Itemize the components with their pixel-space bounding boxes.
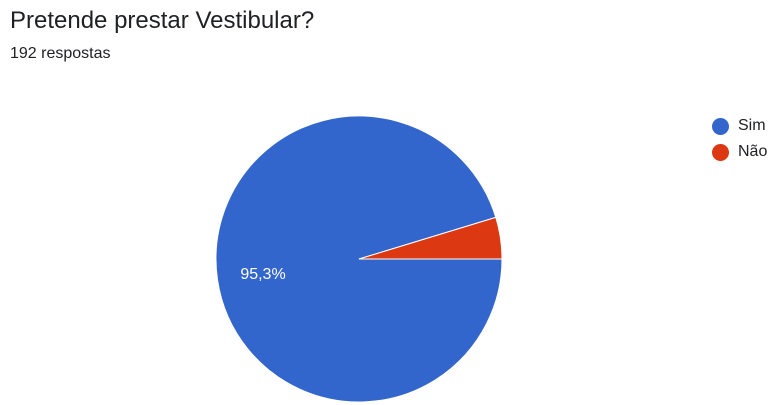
chart-title: Pretende prestar Vestibular? bbox=[10, 7, 315, 34]
legend-label-nao: Não bbox=[738, 143, 768, 160]
legend-item-sim[interactable]: Sim bbox=[712, 113, 767, 139]
slice-label-sim: 95,3% bbox=[240, 266, 285, 283]
chart-legend: Sim Não bbox=[712, 113, 767, 165]
pie-labels: 95,3% bbox=[240, 266, 285, 283]
pie-slices bbox=[215, 115, 503, 403]
legend-swatch-sim bbox=[712, 117, 729, 135]
response-count: 192 respostas bbox=[10, 45, 111, 62]
legend-label-sim: Sim bbox=[738, 117, 766, 134]
pie-slice-nao[interactable] bbox=[358, 216, 503, 260]
legend-swatch-nao bbox=[712, 143, 729, 161]
legend-item-nao[interactable]: Não bbox=[712, 139, 767, 165]
